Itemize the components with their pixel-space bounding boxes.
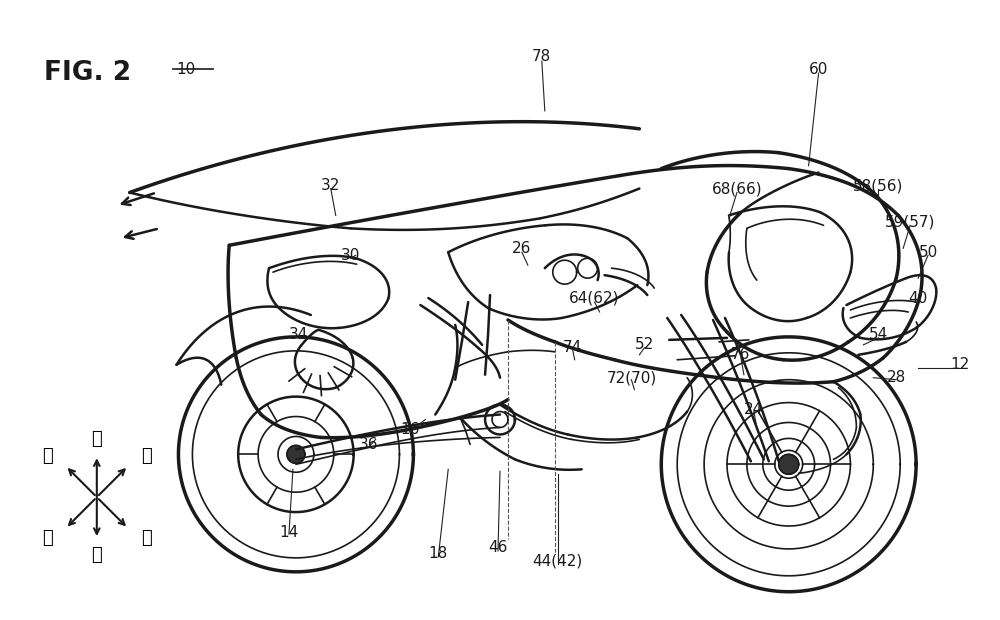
Text: 右: 右 [42,529,53,547]
Text: 左: 左 [141,447,151,465]
Polygon shape [661,337,916,591]
Polygon shape [287,445,305,463]
Text: 36: 36 [359,437,378,452]
Text: 40: 40 [908,291,928,306]
Text: 26: 26 [512,241,532,256]
Polygon shape [779,454,799,474]
Text: 76: 76 [731,347,751,362]
Text: 50: 50 [918,245,938,260]
Text: 10: 10 [177,61,196,77]
Text: 16: 16 [401,422,420,437]
Text: 60: 60 [809,61,828,77]
Text: 58(56): 58(56) [853,178,903,193]
Text: 46: 46 [488,541,508,556]
Text: 44(42): 44(42) [533,554,583,569]
Text: 74: 74 [563,340,582,355]
Text: 54: 54 [869,327,888,342]
Text: 28: 28 [887,370,906,385]
Text: 78: 78 [532,48,551,64]
Text: 59(57): 59(57) [885,215,935,230]
Text: 52: 52 [635,337,654,352]
Text: 18: 18 [429,546,448,561]
Text: 前: 前 [141,529,151,547]
Text: 32: 32 [321,178,340,193]
Text: 64(62): 64(62) [569,291,620,306]
Text: 72(70): 72(70) [606,370,657,385]
Text: 24: 24 [744,402,763,417]
Text: 14: 14 [279,525,299,539]
Polygon shape [178,337,413,572]
Text: FIG. 2: FIG. 2 [44,60,131,86]
Text: 後: 後 [42,447,53,465]
Text: 下: 下 [91,546,102,564]
Text: 12: 12 [950,357,970,372]
Text: 上: 上 [91,430,102,448]
Text: 34: 34 [289,327,309,342]
Text: 30: 30 [341,248,360,263]
Text: 68(66): 68(66) [712,181,762,196]
